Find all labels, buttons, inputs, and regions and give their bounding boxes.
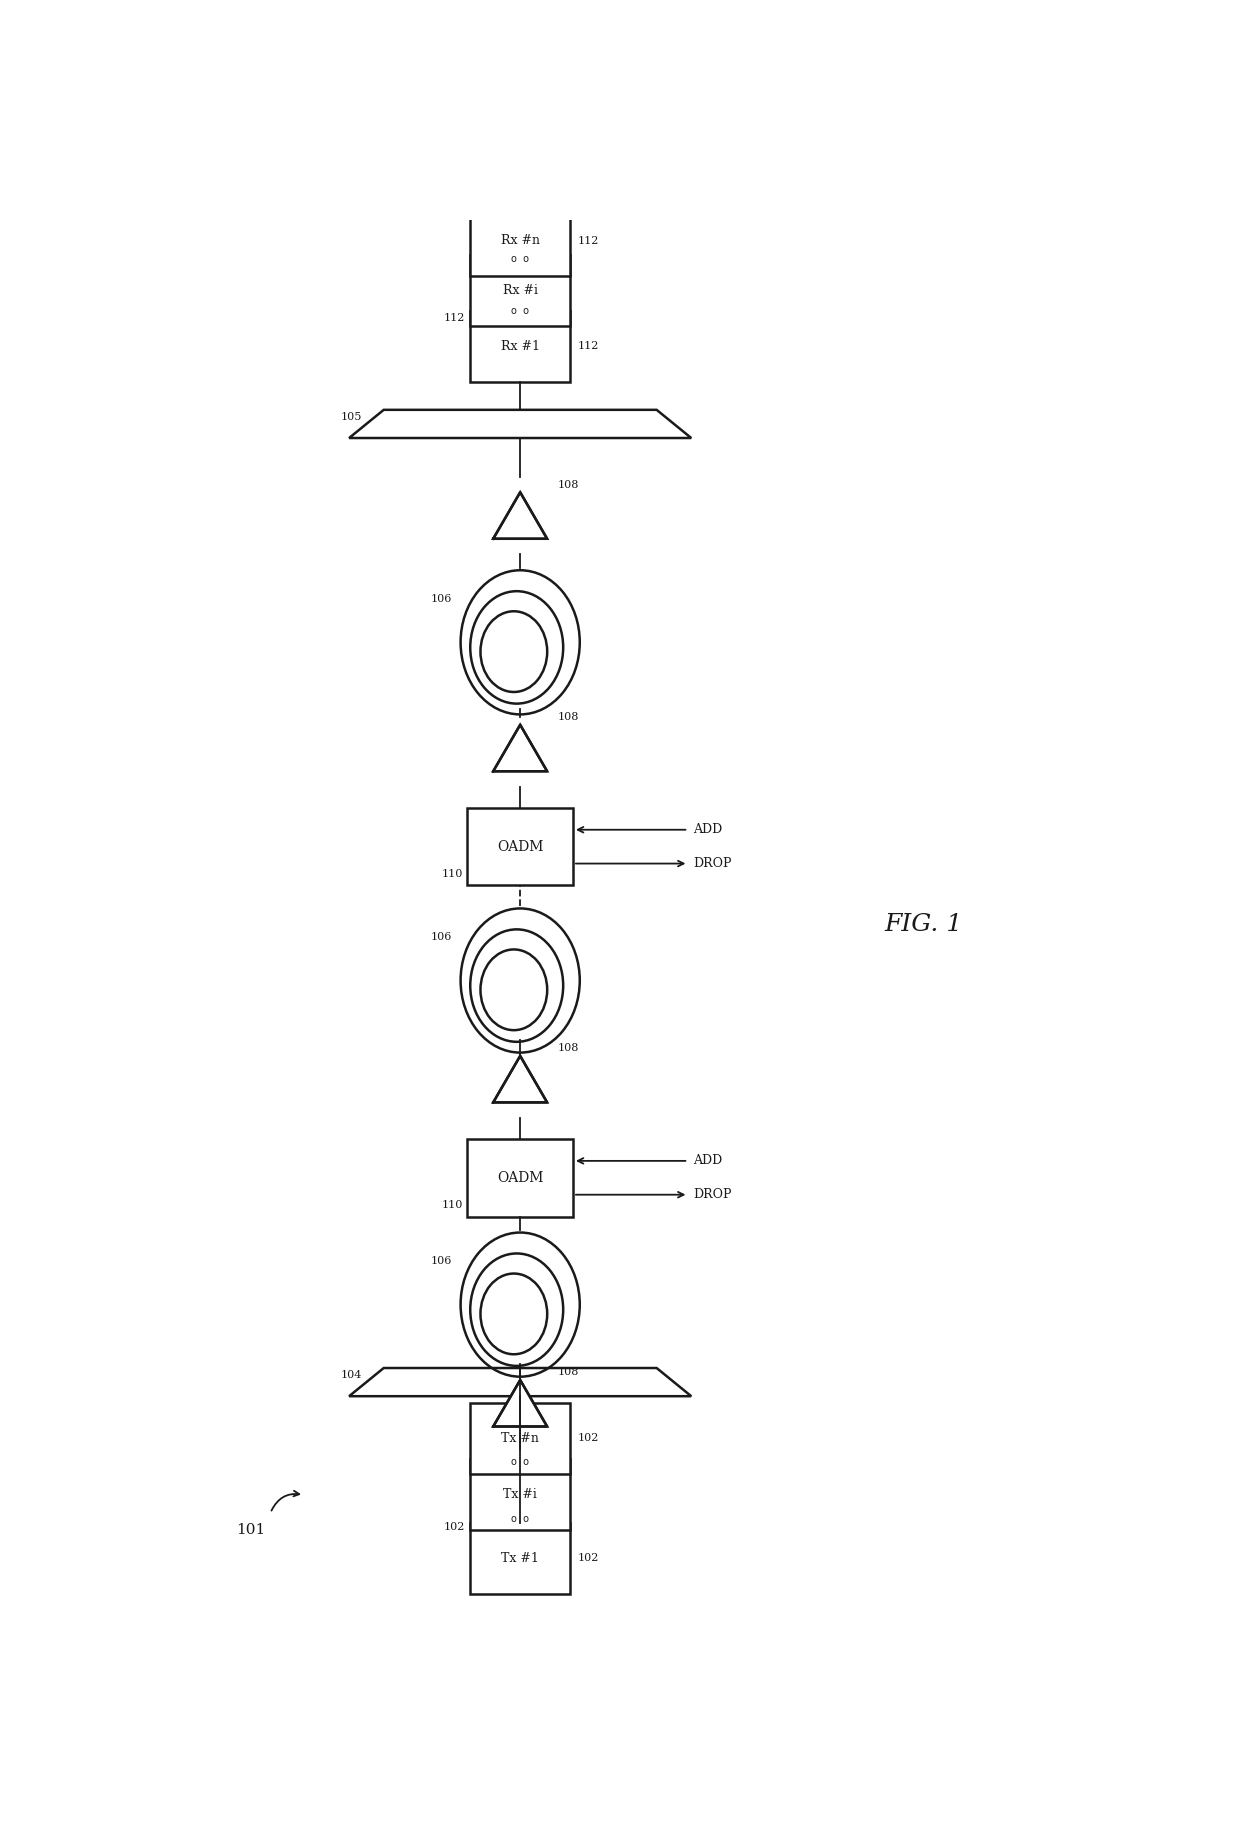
Polygon shape (494, 1056, 547, 1102)
Text: Tx #i: Tx #i (503, 1488, 537, 1501)
Text: 110: 110 (441, 869, 463, 878)
Text: Rx #1: Rx #1 (501, 340, 539, 353)
Polygon shape (494, 1380, 547, 1427)
Text: o  o: o o (511, 1457, 529, 1468)
Text: 108: 108 (557, 712, 579, 723)
Text: 108: 108 (557, 479, 579, 489)
Text: 112: 112 (578, 236, 599, 245)
Bar (470, 205, 570, 276)
Text: FIG. 1: FIG. 1 (884, 913, 963, 935)
Text: 108: 108 (557, 1043, 579, 1052)
Polygon shape (494, 725, 547, 770)
Text: o  o: o o (511, 306, 529, 317)
Polygon shape (350, 410, 691, 437)
Text: o  o: o o (511, 1513, 529, 1524)
Text: 102: 102 (578, 1433, 599, 1444)
Text: DROP: DROP (693, 1188, 732, 1200)
Text: 106: 106 (430, 931, 451, 942)
Text: 105: 105 (340, 412, 362, 423)
Text: 108: 108 (557, 1367, 579, 1378)
Text: 102: 102 (444, 1521, 465, 1532)
Bar (470, 254, 570, 326)
Polygon shape (494, 492, 547, 538)
Polygon shape (350, 1369, 691, 1396)
Text: ADD: ADD (693, 824, 723, 836)
Text: ADD: ADD (693, 1155, 723, 1168)
Text: 106: 106 (430, 1255, 451, 1266)
Text: OADM: OADM (497, 1171, 543, 1184)
Bar (470, 1459, 570, 1530)
Text: 112: 112 (444, 313, 465, 324)
Text: 104: 104 (340, 1371, 362, 1380)
Text: 101: 101 (237, 1523, 265, 1537)
Text: Rx #i: Rx #i (502, 284, 538, 296)
Text: DROP: DROP (693, 856, 732, 869)
Text: Rx #n: Rx #n (501, 234, 539, 247)
Text: 110: 110 (441, 1200, 463, 1210)
Text: Tx #1: Tx #1 (501, 1552, 539, 1565)
Bar (470, 1404, 570, 1473)
Bar (467, 807, 573, 886)
Text: OADM: OADM (497, 840, 543, 853)
Bar (470, 1523, 570, 1594)
Text: Tx #n: Tx #n (501, 1431, 539, 1446)
Text: o  o: o o (511, 254, 529, 264)
Bar (470, 311, 570, 382)
Bar (467, 1138, 573, 1217)
Text: 112: 112 (578, 342, 599, 351)
Text: 106: 106 (430, 593, 451, 604)
Text: 102: 102 (578, 1554, 599, 1563)
